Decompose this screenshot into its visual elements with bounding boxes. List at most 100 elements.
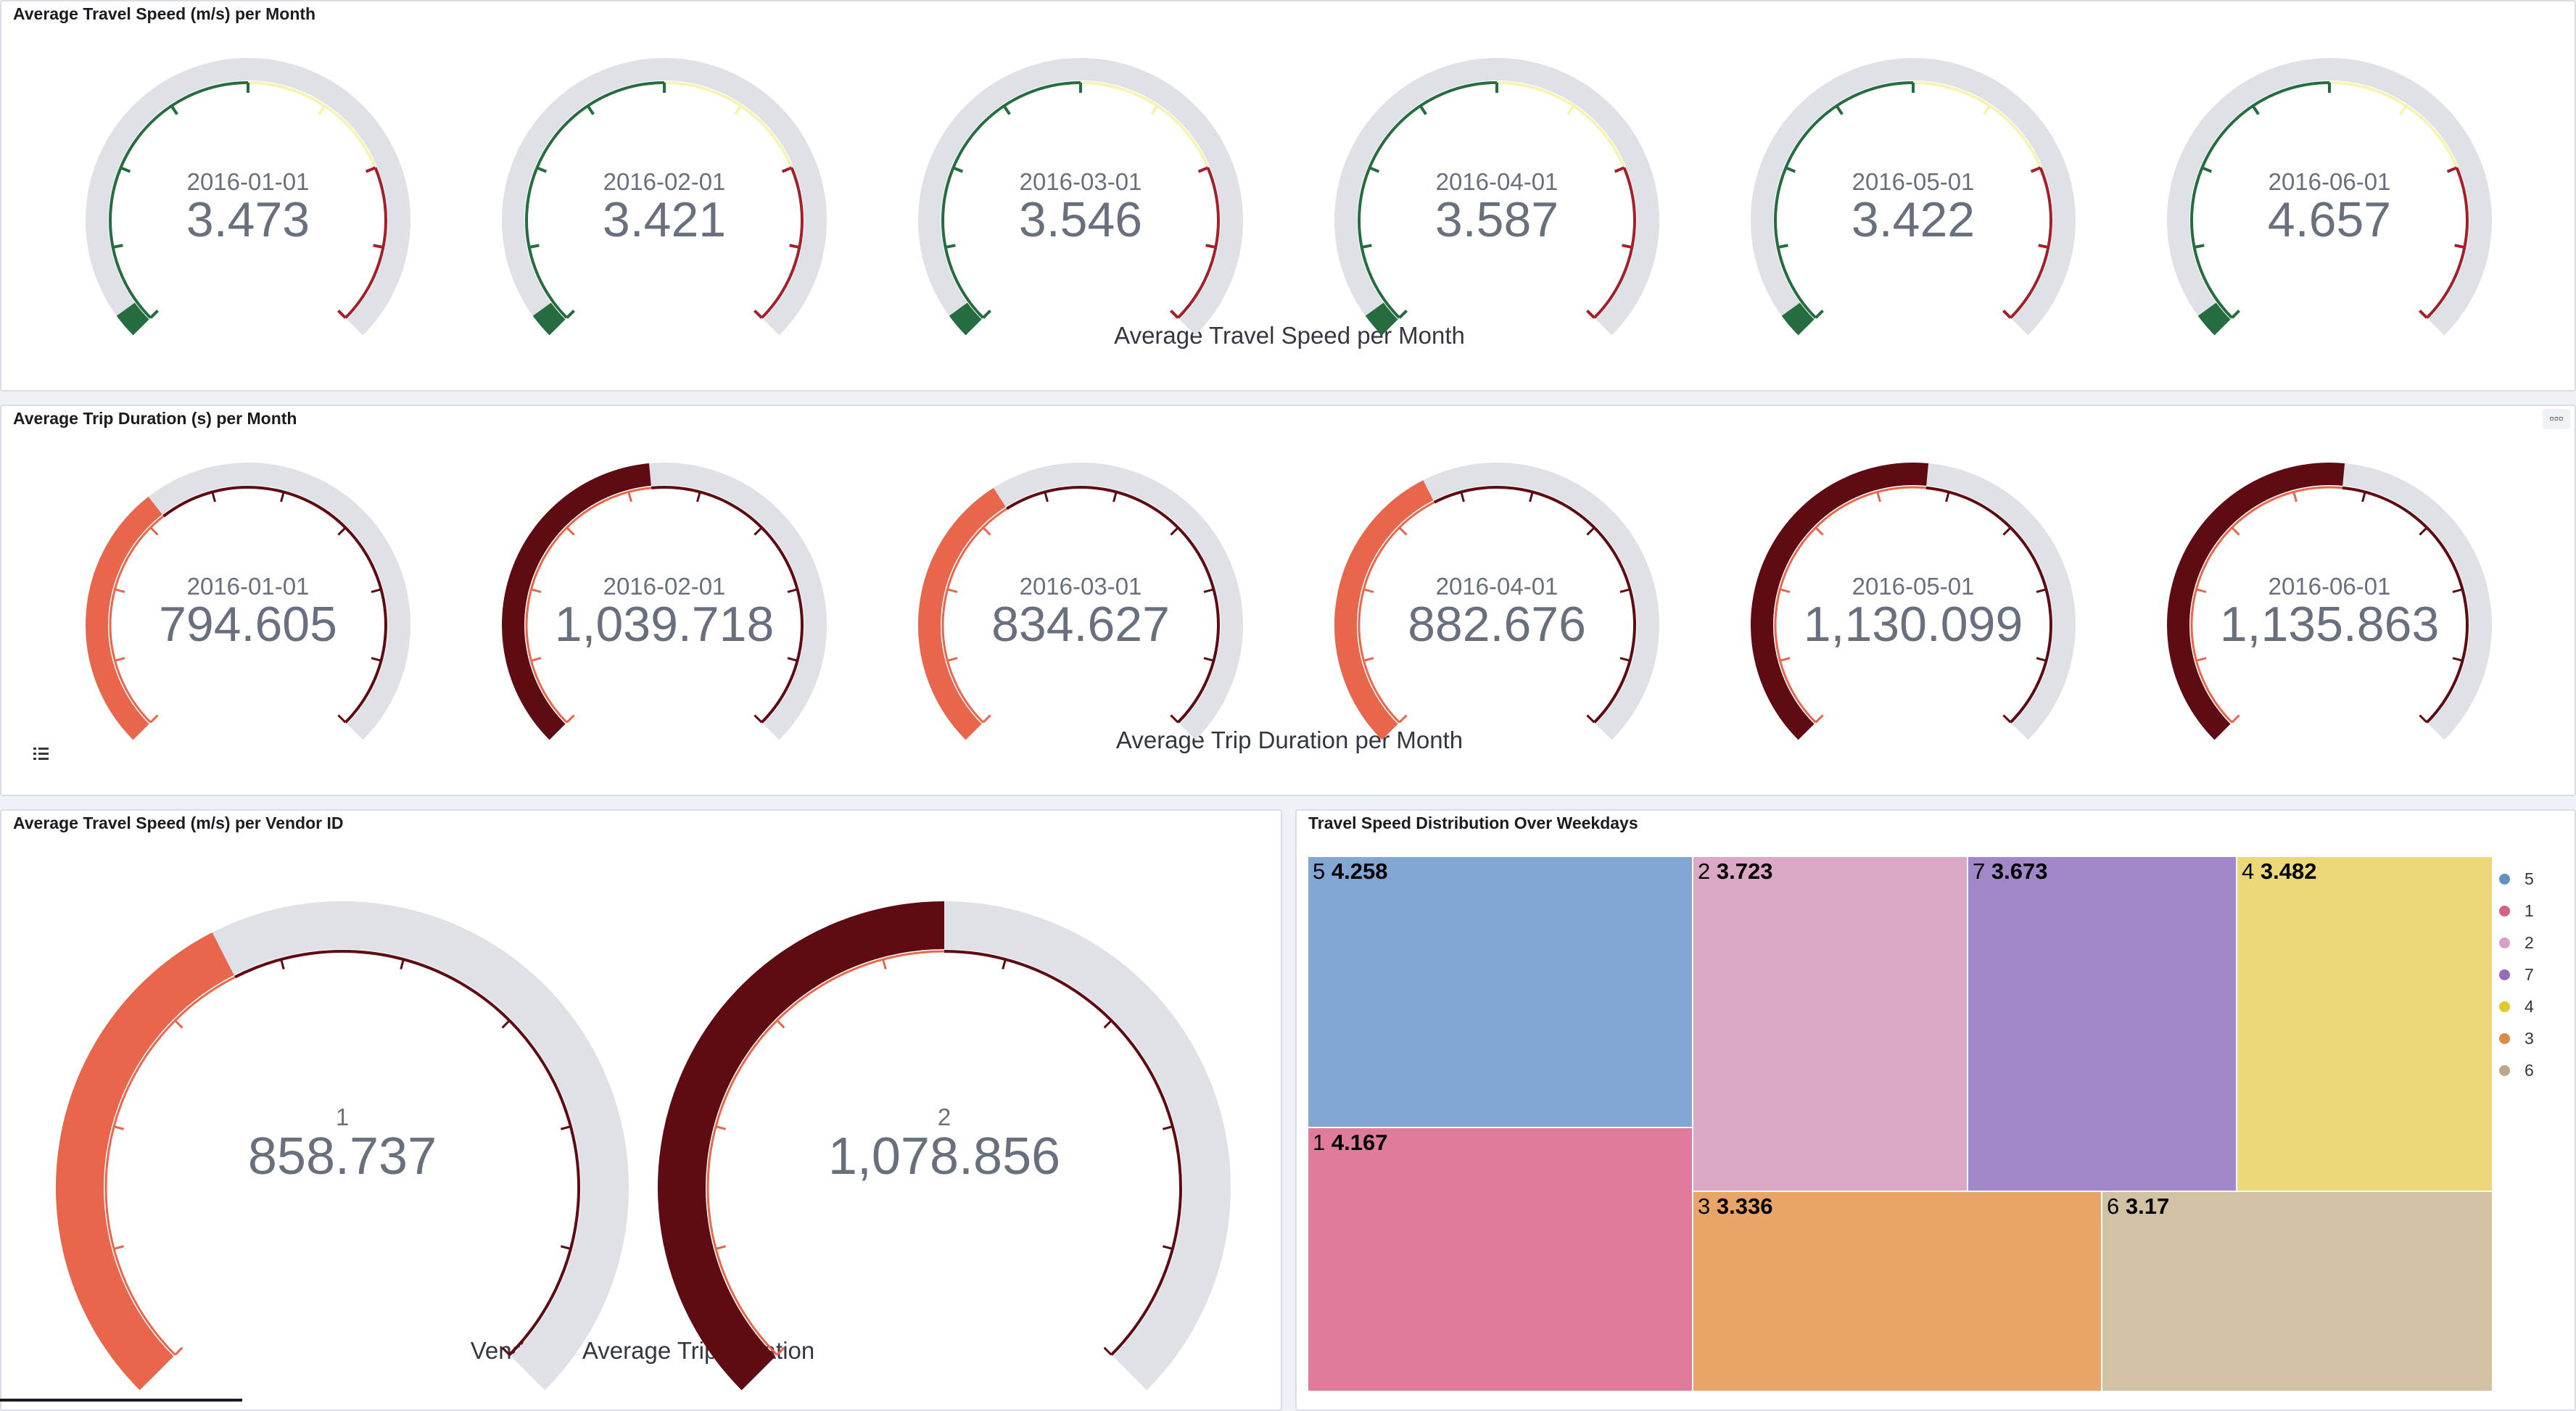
- treemap-cell[interactable]: 7 3.673: [1967, 856, 2237, 1192]
- gauge-tick: [1815, 714, 1824, 724]
- gauge-tick: [2251, 104, 2260, 115]
- gauge-value: 794.605: [159, 597, 337, 652]
- gauge-scale-bad: [344, 167, 387, 319]
- treemap-cell[interactable]: 1 4.167: [1307, 1127, 1693, 1392]
- legend-label: 4: [2525, 996, 2534, 1016]
- gauge-scale-bad: [760, 167, 804, 319]
- gauge-value: 3.546: [1018, 192, 1143, 247]
- gauge-tick: [1835, 104, 1844, 115]
- gauge-tick: [371, 588, 381, 593]
- gauge-label: 2016-06-01: [2268, 573, 2391, 600]
- treemap-legend: 5 1 2 7 4 3 6: [2499, 863, 2534, 1086]
- gauge-tick: [531, 657, 542, 662]
- treemap-cell-key: 2: [1698, 858, 1717, 884]
- scrollbar[interactable]: [0, 1399, 242, 1402]
- legend-item[interactable]: 3: [2499, 1022, 2534, 1054]
- legend-label: 5: [2525, 869, 2534, 888]
- legend-swatch: [2499, 1033, 2510, 1044]
- gauge-value: 1,078.856: [827, 1127, 1061, 1186]
- gauge-tick: [781, 166, 793, 173]
- treemap-cell[interactable]: 4 3.482: [2236, 856, 2493, 1192]
- gauge-tick: [627, 492, 632, 502]
- gauge-tick: [2196, 657, 2207, 662]
- gauge-tick: [1619, 657, 1630, 662]
- treemap-cell[interactable]: 5 4.258: [1307, 856, 1693, 1128]
- gauge-label: 2016-04-01: [1435, 573, 1559, 600]
- gauge-tick: [1103, 1346, 1112, 1356]
- gauge-tick: [1197, 166, 1209, 173]
- gauge-fill: [56, 932, 234, 1391]
- legend-item[interactable]: 6: [2499, 1054, 2534, 1086]
- legend-label: 6: [2525, 1060, 2534, 1080]
- panel-title: Travel Speed Distribution Over Weekdays: [1308, 814, 1638, 832]
- gauge-tick: [1586, 310, 1595, 319]
- gauge-label: 1: [335, 1104, 350, 1130]
- gauge-label: 2016-04-01: [1435, 168, 1559, 195]
- treemap-cell[interactable]: 6 3.17: [2101, 1191, 2493, 1392]
- gauge-tick: [174, 1346, 183, 1356]
- gauge-tick: [149, 714, 159, 724]
- gauge-tick: [149, 526, 159, 536]
- gauge-tick: [1162, 1245, 1173, 1250]
- legend-label: 2: [2525, 932, 2534, 952]
- gauge-label: 2016-05-01: [1852, 573, 1975, 600]
- gauge-scale-low: [104, 976, 236, 1356]
- gauge-tick: [1460, 492, 1465, 502]
- gauge-tick: [1622, 244, 1632, 249]
- gauge-fill: [1781, 302, 1815, 336]
- treemap-cell-value: 3.482: [2260, 858, 2317, 884]
- gauge-tick: [2231, 310, 2240, 319]
- gauge-tick: [1614, 166, 1625, 173]
- gauge-tick: [1398, 526, 1408, 536]
- gauge-tick: [1150, 104, 1159, 115]
- gauge-tick: [1815, 526, 1824, 536]
- gauge-tick: [170, 104, 178, 115]
- gauge-tick: [2201, 166, 2213, 173]
- gauge-tick: [982, 310, 991, 319]
- treemap-cell-key: 1: [1313, 1130, 1332, 1155]
- gauge-value: 4.657: [2267, 192, 2392, 247]
- gauge-tick: [2196, 588, 2207, 593]
- gauge-tick: [566, 714, 575, 724]
- gauge-tick: [1586, 526, 1595, 536]
- gauge-tick: [1044, 492, 1049, 502]
- gauge-value: 3.473: [186, 192, 310, 247]
- gauge-label: 2016-01-01: [186, 573, 310, 600]
- gauge-tick: [789, 244, 800, 249]
- gauge-tick: [696, 492, 701, 502]
- gauge-tick: [1002, 104, 1011, 115]
- gauge-tick: [754, 310, 763, 319]
- gauge-tick: [566, 526, 575, 536]
- gauge-tick: [400, 959, 405, 970]
- panel-title: Average Travel Speed (m/s) per Month: [13, 4, 316, 23]
- gauge-tick: [2454, 244, 2465, 249]
- legend-item[interactable]: 4: [2499, 990, 2534, 1022]
- gauge-tick: [1815, 310, 1824, 319]
- gauge-tick: [2036, 588, 2047, 593]
- gauge-label: 2016-02-01: [603, 168, 726, 195]
- gauge-tick: [337, 526, 347, 536]
- legend-item[interactable]: 7: [2499, 959, 2534, 990]
- gauge-label: 2016-06-01: [2268, 168, 2391, 195]
- gauge-tick: [715, 1245, 727, 1250]
- treemap-cell-value: 3.336: [1716, 1193, 1773, 1219]
- gauge-tick: [947, 588, 958, 593]
- gauge-tick: [952, 166, 964, 173]
- gauge-fill: [116, 302, 149, 336]
- gauge-tick: [115, 588, 125, 593]
- legend-item[interactable]: 2: [2499, 927, 2534, 959]
- gauge-label: 2: [937, 1104, 951, 1130]
- treemap-cell[interactable]: 2 3.723: [1692, 856, 1968, 1192]
- legend-item[interactable]: 5: [2499, 863, 2534, 895]
- options-icon[interactable]: ▫▫▫: [2543, 409, 2570, 429]
- legend-item[interactable]: 1: [2499, 895, 2534, 927]
- gauge-tick: [2419, 714, 2428, 724]
- gauge-tick: [1983, 104, 1991, 115]
- list-icon[interactable]: [30, 745, 52, 764]
- gauge-tick: [2419, 526, 2428, 536]
- gauge-label: 2016-05-01: [1852, 168, 1975, 195]
- gauge-tick: [1566, 104, 1575, 115]
- treemap-cell[interactable]: 3 3.336: [1692, 1191, 2102, 1392]
- gauge-tick: [337, 310, 347, 319]
- gauge-label: 2016-03-01: [1019, 573, 1142, 600]
